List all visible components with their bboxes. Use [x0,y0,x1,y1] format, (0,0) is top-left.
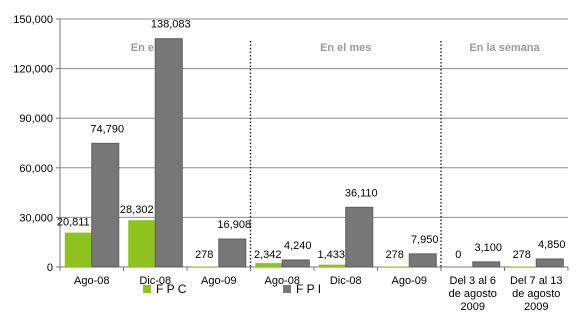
bar-fpi [281,259,310,268]
bar-fpi [91,142,120,268]
data-label-fpi: 74,790 [90,123,124,135]
x-tick-label: Ago-09 [201,275,236,287]
data-label-fpi: 4,850 [538,239,566,251]
bar-fpi [154,38,183,268]
bars [64,38,564,268]
bar-fpc [64,232,92,267]
data-label-fpi: 4,240 [284,240,312,252]
data-label-fpi: 138,083 [151,19,191,31]
bar-fpc [255,263,283,267]
x-tick-labels: Ago-08 Dic-08 Ago-09 Ago-08 Dic-08 Ago-09 Del … [74,275,563,313]
data-label-fpc: 1,433 [317,249,345,261]
section-label: En el mes [320,42,371,54]
x-tick-label: Del 3 al 6 de agosto 2009 [449,275,497,313]
section-dividers [249,41,442,267]
legend-label-fpi: F P I [296,282,321,296]
bar-fpc [128,220,156,267]
data-label-fpi: 7,950 [411,234,439,246]
y-tick-label: 120,000 [13,64,53,76]
bar-fpc [318,264,346,267]
data-label-fpi: 16,908 [217,219,251,231]
data-labels: 20,811 28,302 278 2,342 1,433 278 0 278 74,790 13… [57,19,566,261]
y-tick-label: 90,000 [19,113,53,125]
data-label-fpi: 3,100 [474,242,502,254]
legend-label-fpc: F P C [156,282,187,296]
bar-fpi [535,258,564,268]
data-label-fpc: 2,342 [254,249,282,261]
legend-swatch-fpc [143,285,151,293]
bar-fpi [345,206,374,268]
data-label-fpc: 0 [455,249,461,261]
y-tick-label: 30,000 [19,212,53,224]
data-label-fpi: 36,110 [345,187,378,199]
bar-fpi [472,261,501,268]
x-tick-label: Dic-08 [139,275,171,287]
x-tick-label: Ago-08 [265,275,300,287]
bar-fpi [408,253,437,268]
data-label-fpc: 20,811 [57,217,90,229]
x-tick-label: Del 7 al 13 de agosto 2009 [510,275,563,313]
x-tick-label: Ago-09 [392,275,427,287]
y-tick-label: 150,000 [13,14,53,26]
data-label-fpc: 278 [513,249,531,261]
x-tick-label: Dic-08 [330,275,362,287]
y-tick-label: 0 [47,262,53,274]
section-label: En la semana [469,42,540,54]
data-label-fpc: 278 [386,249,404,261]
y-tick-labels: 0 30,000 60,000 90,000 120,000 150,000 [13,14,53,274]
data-label-fpc: 278 [195,249,213,261]
data-label-fpc: 28,302 [120,204,154,216]
y-tick-label: 60,000 [19,163,53,175]
legend-swatch-fpi [283,285,291,293]
bar-fpi [218,238,247,268]
gridlines [60,18,568,218]
x-tick-label: Ago-08 [74,275,109,287]
